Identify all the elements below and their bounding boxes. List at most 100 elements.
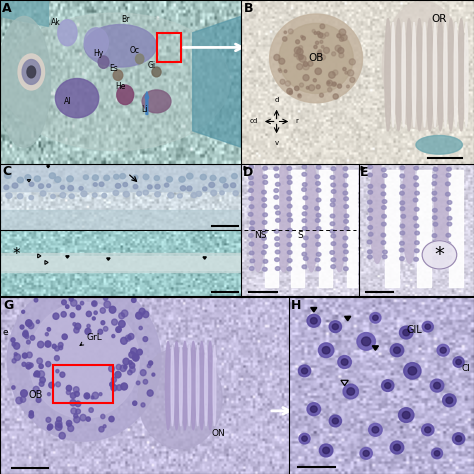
Bar xyxy=(417,170,431,287)
Circle shape xyxy=(149,361,153,365)
Ellipse shape xyxy=(433,22,437,128)
Circle shape xyxy=(275,237,279,240)
Ellipse shape xyxy=(152,67,161,77)
Circle shape xyxy=(74,392,79,396)
Ellipse shape xyxy=(165,341,171,430)
Circle shape xyxy=(298,94,301,96)
Circle shape xyxy=(303,206,308,210)
Circle shape xyxy=(59,346,63,350)
Circle shape xyxy=(331,190,336,193)
Circle shape xyxy=(230,183,236,188)
Circle shape xyxy=(434,451,440,456)
Circle shape xyxy=(344,219,348,223)
Circle shape xyxy=(284,31,287,34)
Polygon shape xyxy=(192,16,241,147)
Circle shape xyxy=(232,173,237,179)
Circle shape xyxy=(83,175,89,180)
Circle shape xyxy=(274,258,279,262)
Circle shape xyxy=(166,177,173,182)
Text: OB: OB xyxy=(29,390,43,400)
Circle shape xyxy=(393,347,401,354)
Bar xyxy=(346,170,359,287)
Circle shape xyxy=(248,234,253,237)
Circle shape xyxy=(369,423,382,436)
Circle shape xyxy=(86,311,91,317)
Circle shape xyxy=(332,324,338,329)
Ellipse shape xyxy=(444,22,447,128)
Circle shape xyxy=(274,205,279,209)
Circle shape xyxy=(249,227,254,231)
Ellipse shape xyxy=(332,163,346,272)
Circle shape xyxy=(93,183,97,186)
Circle shape xyxy=(17,177,23,183)
Circle shape xyxy=(111,319,118,325)
Circle shape xyxy=(319,444,333,457)
Circle shape xyxy=(104,301,110,308)
Circle shape xyxy=(69,297,73,301)
Circle shape xyxy=(92,392,99,399)
Circle shape xyxy=(329,321,341,333)
Circle shape xyxy=(233,191,238,196)
Circle shape xyxy=(368,184,373,188)
Circle shape xyxy=(415,191,419,195)
Circle shape xyxy=(400,166,405,170)
Circle shape xyxy=(318,50,321,53)
Circle shape xyxy=(338,47,344,54)
Ellipse shape xyxy=(406,18,412,131)
Circle shape xyxy=(373,315,378,320)
Circle shape xyxy=(313,79,317,82)
Circle shape xyxy=(414,183,419,187)
Circle shape xyxy=(28,323,34,329)
Circle shape xyxy=(210,175,216,181)
Circle shape xyxy=(36,398,41,402)
Circle shape xyxy=(180,186,186,191)
Circle shape xyxy=(400,257,404,261)
Circle shape xyxy=(143,311,149,318)
Text: Br: Br xyxy=(121,15,129,24)
Circle shape xyxy=(328,88,332,92)
Circle shape xyxy=(37,374,40,377)
Circle shape xyxy=(14,343,20,349)
Circle shape xyxy=(343,257,347,261)
Circle shape xyxy=(263,181,268,184)
Circle shape xyxy=(27,66,36,78)
Text: GrL: GrL xyxy=(86,333,102,342)
Ellipse shape xyxy=(84,25,156,67)
Circle shape xyxy=(46,333,48,336)
Text: Ak: Ak xyxy=(51,18,60,27)
Circle shape xyxy=(47,426,51,430)
Polygon shape xyxy=(373,346,378,350)
Circle shape xyxy=(123,358,129,365)
Text: *: * xyxy=(13,247,21,262)
Ellipse shape xyxy=(199,341,204,430)
Circle shape xyxy=(316,41,319,45)
Circle shape xyxy=(249,251,254,255)
Circle shape xyxy=(26,320,32,327)
Circle shape xyxy=(33,386,39,393)
Circle shape xyxy=(223,184,228,188)
Circle shape xyxy=(344,267,348,271)
Circle shape xyxy=(302,252,307,256)
Circle shape xyxy=(99,182,104,186)
Circle shape xyxy=(343,174,348,177)
Bar xyxy=(53,365,113,403)
Circle shape xyxy=(92,301,96,306)
Circle shape xyxy=(147,390,153,396)
Text: Cl: Cl xyxy=(462,364,471,373)
Circle shape xyxy=(432,174,437,178)
Circle shape xyxy=(296,40,300,44)
Ellipse shape xyxy=(251,163,265,272)
Circle shape xyxy=(323,447,329,454)
Circle shape xyxy=(274,174,279,178)
Circle shape xyxy=(47,328,51,331)
Circle shape xyxy=(67,423,71,427)
Circle shape xyxy=(446,233,451,237)
Circle shape xyxy=(38,371,45,378)
Circle shape xyxy=(75,401,81,407)
Circle shape xyxy=(275,267,280,270)
Circle shape xyxy=(325,32,329,36)
Circle shape xyxy=(432,198,437,201)
Circle shape xyxy=(123,182,128,187)
Circle shape xyxy=(278,68,281,71)
Circle shape xyxy=(314,46,317,49)
